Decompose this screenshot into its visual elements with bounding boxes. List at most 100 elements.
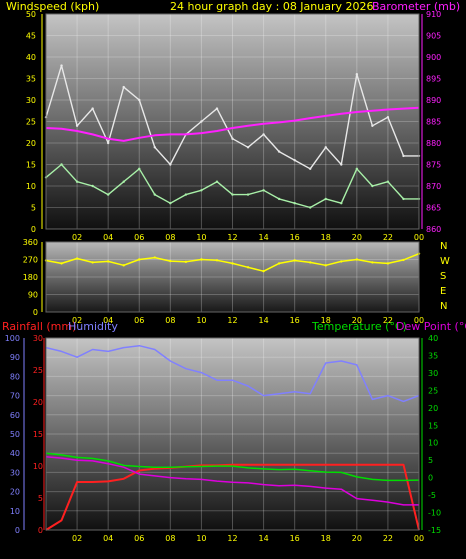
legend-temperature: Temperature (°C) xyxy=(311,320,407,333)
point-direction xyxy=(169,259,172,263)
y-tick-label: 905 xyxy=(426,32,441,41)
x-tick-label: 18 xyxy=(321,534,331,543)
x-tick-label: 10 xyxy=(196,233,206,242)
point-gust xyxy=(106,141,110,145)
y-tick-label: 5 xyxy=(38,494,43,503)
point-gust xyxy=(91,107,94,110)
point-gust xyxy=(60,64,63,67)
point-average xyxy=(75,180,79,183)
header-right: Barometer (mb) xyxy=(372,0,460,13)
point-average xyxy=(355,167,359,170)
point-direction xyxy=(75,257,79,260)
x-tick-label: 12 xyxy=(227,534,237,543)
y-tick-label: 880 xyxy=(426,139,441,148)
point-direction xyxy=(60,262,63,265)
point-average xyxy=(340,202,343,205)
y-tick-label: 875 xyxy=(426,161,441,170)
point-gust xyxy=(355,73,359,76)
y-tick-label: 90 xyxy=(28,291,38,300)
direction-plot-background xyxy=(46,242,419,312)
x-tick-label: 14 xyxy=(258,316,268,325)
point-direction xyxy=(153,256,156,259)
point-gust xyxy=(309,167,312,170)
legend-humidity: Humidity xyxy=(68,320,118,333)
y-tick-label: 40 xyxy=(428,334,438,343)
y-tick-label: 80 xyxy=(10,372,20,381)
point-direction xyxy=(262,269,265,273)
y-tick-label: 70 xyxy=(10,392,20,401)
y-tick-label: 0 xyxy=(33,308,38,317)
point-direction xyxy=(184,260,188,264)
point-average xyxy=(106,193,110,196)
point-direction xyxy=(277,262,281,265)
x-tick-label: 04 xyxy=(103,534,113,543)
point-average xyxy=(246,193,250,196)
point-gust xyxy=(169,163,172,166)
point-average xyxy=(122,180,125,183)
point-gust xyxy=(386,116,390,119)
y-tick-label: 180 xyxy=(23,273,38,282)
x-tick-label: 00 xyxy=(414,534,424,543)
x-tick-label: 06 xyxy=(134,534,144,543)
x-tick-label: 02 xyxy=(72,534,82,543)
y-tick-label: 30 xyxy=(26,96,36,105)
x-tick-label: 22 xyxy=(383,233,393,242)
x-tick-label: 10 xyxy=(196,534,206,543)
point-gust xyxy=(231,137,234,140)
y-tick-label: 270 xyxy=(23,256,38,265)
point-direction xyxy=(293,259,296,262)
point-direction xyxy=(200,258,203,261)
wind-plot-background xyxy=(46,14,419,229)
point-direction xyxy=(106,260,110,263)
point-gust xyxy=(75,124,79,128)
point-average xyxy=(200,189,203,192)
x-tick-label: 20 xyxy=(352,316,362,325)
y-tick-label: 0 xyxy=(15,526,20,535)
point-average xyxy=(169,202,172,205)
y-tick-label: 910 xyxy=(426,10,441,19)
point-average xyxy=(153,193,156,196)
y-tick-label: 25 xyxy=(26,118,36,127)
y-tick-label: 25 xyxy=(428,386,438,395)
y-tick-label: 15 xyxy=(26,161,36,170)
y-tick-label: -5 xyxy=(428,491,436,500)
point-gust xyxy=(277,150,281,153)
point-direction xyxy=(355,258,359,261)
series-rainfall xyxy=(45,463,420,531)
compass-label: E xyxy=(440,286,446,297)
point-direction xyxy=(91,261,94,264)
y-tick-label: 0 xyxy=(38,526,43,535)
x-tick-label: 06 xyxy=(134,233,144,242)
wind-series xyxy=(44,64,421,209)
y-tick-label: 895 xyxy=(426,75,441,84)
y-tick-label: 865 xyxy=(426,204,441,213)
y-tick-label: 15 xyxy=(428,421,438,430)
y-tick-label: 890 xyxy=(426,96,441,105)
x-tick-label: 14 xyxy=(258,534,268,543)
point-average xyxy=(138,167,141,170)
point-gust xyxy=(122,85,125,89)
x-tick-label: 18 xyxy=(321,316,331,325)
point-direction xyxy=(402,258,405,262)
point-gust xyxy=(324,146,327,149)
point-direction xyxy=(371,261,374,264)
x-tick-label: 22 xyxy=(383,534,393,543)
y-tick-label: 45 xyxy=(26,32,36,41)
point-gust xyxy=(340,163,343,166)
direction-series xyxy=(44,252,421,273)
wind-grid xyxy=(46,13,420,230)
y-tick-label: 10 xyxy=(33,462,43,471)
x-tick-label: 00 xyxy=(414,233,424,242)
wind-axis-ticks: 02 04 06 08 10 12 14 16 18 20 22 000510152025303540… xyxy=(26,10,441,242)
y-tick-label: 10 xyxy=(428,439,438,448)
point-direction xyxy=(246,266,250,269)
x-tick-label: 08 xyxy=(165,233,175,242)
x-tick-label: 08 xyxy=(165,534,175,543)
y-tick-label: 20 xyxy=(26,139,36,148)
x-tick-label: 08 xyxy=(165,316,175,325)
compass-label: W xyxy=(440,256,450,267)
point-average xyxy=(293,202,296,205)
x-tick-label: 02 xyxy=(72,316,82,325)
point-gust xyxy=(262,133,265,136)
